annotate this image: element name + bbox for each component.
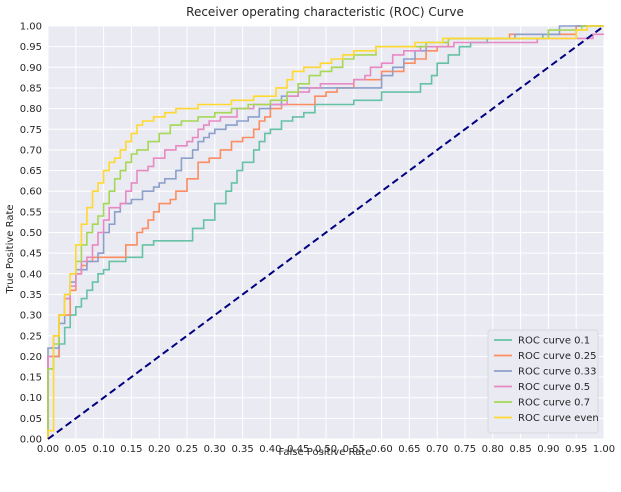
y-tick-label: 1.00 [20,22,42,33]
x-tick-label: 0.30 [204,444,226,455]
legend-label: ROC curve 0.7 [518,398,590,409]
series-line-4 [47,25,604,439]
x-tick-label: 0.55 [343,444,365,455]
y-tick-label: 0.30 [20,311,42,322]
reference-diagonal [47,25,605,440]
x-tick-label: 0.35 [231,444,253,455]
y-tick-label: 0.85 [20,83,42,94]
y-tick-label: 0.05 [20,414,42,425]
x-tick-label: 0.85 [509,444,531,455]
y-tick-label: 0.10 [20,393,42,404]
x-tick-label: 0.40 [259,444,281,455]
y-tick-label: 0.40 [20,269,42,280]
y-tick-label: 0.15 [20,373,42,384]
series-layer [47,25,605,440]
y-tick-label: 0.45 [20,249,42,260]
legend-box [487,329,599,434]
x-tick-label: 0.15 [120,444,142,455]
y-tick-label: 0.60 [20,187,42,198]
x-tick-label: 1.00 [593,444,615,455]
y-tick-label: 0.75 [20,125,42,136]
x-tick-label: 0.75 [454,444,476,455]
y-tick-label: 0.70 [20,145,42,156]
x-tick-label: 0.80 [482,444,504,455]
legend-label: ROC curve 0.25 [518,351,596,362]
x-tick-label: 0.95 [565,444,587,455]
y-tick-label: 0.55 [20,207,42,218]
series-line-0 [47,25,604,439]
y-tick-label: 0.50 [20,228,42,239]
series-line-3 [47,33,604,439]
x-tick-label: 0.60 [370,444,392,455]
legend: ROC curve 0.1 ROC curve 0.25 ROC curve 0.3… [487,329,599,434]
y-tick-label: 0.90 [20,63,42,74]
legend-label: ROC curve 0.1 [518,336,590,347]
x-tick-label: 0.05 [65,444,87,455]
legend-label: ROC curve 0.5 [518,382,590,393]
x-axis-label: False Positive Rate [279,447,372,458]
legend-label: ROC curve even [518,413,599,424]
x-tick-label: 0.45 [287,444,309,455]
y-tick-label: 0.65 [20,166,42,177]
y-tick-label: 0.80 [20,104,42,115]
x-tick-label: 0.20 [148,444,170,455]
x-tick-label: 0.70 [426,444,448,455]
x-tick-label: 0.90 [537,444,559,455]
x-tick-label: 0.10 [92,444,114,455]
y-tick-label: 0.95 [20,42,42,53]
y-axis-label: True Positive Rate [5,204,16,294]
x-axis-ticks: 0.00 0.05 0.10 0.15 0.20 0.25 0.30 0.35 0.40 0.45… [37,444,615,455]
y-tick-label: 0.25 [20,331,42,342]
x-tick-label: 0.50 [315,444,337,455]
y-tick-label: 0.00 [20,435,42,446]
legend-label: ROC curve 0.33 [518,367,596,378]
chart-title: Receiver operating characteristic (ROC) … [186,5,464,19]
x-tick-label: 0.65 [398,444,420,455]
series-line-5 [47,25,604,439]
y-tick-label: 0.20 [20,352,42,363]
y-tick-label: 0.35 [20,290,42,301]
y-axis-ticks: 0.00 0.05 0.10 0.15 0.20 0.25 0.30 0.35 0.40 0.45… [20,22,42,446]
x-tick-label: 0.25 [176,444,198,455]
series-line-2 [47,25,604,439]
x-tick-label: 0.00 [37,444,59,455]
